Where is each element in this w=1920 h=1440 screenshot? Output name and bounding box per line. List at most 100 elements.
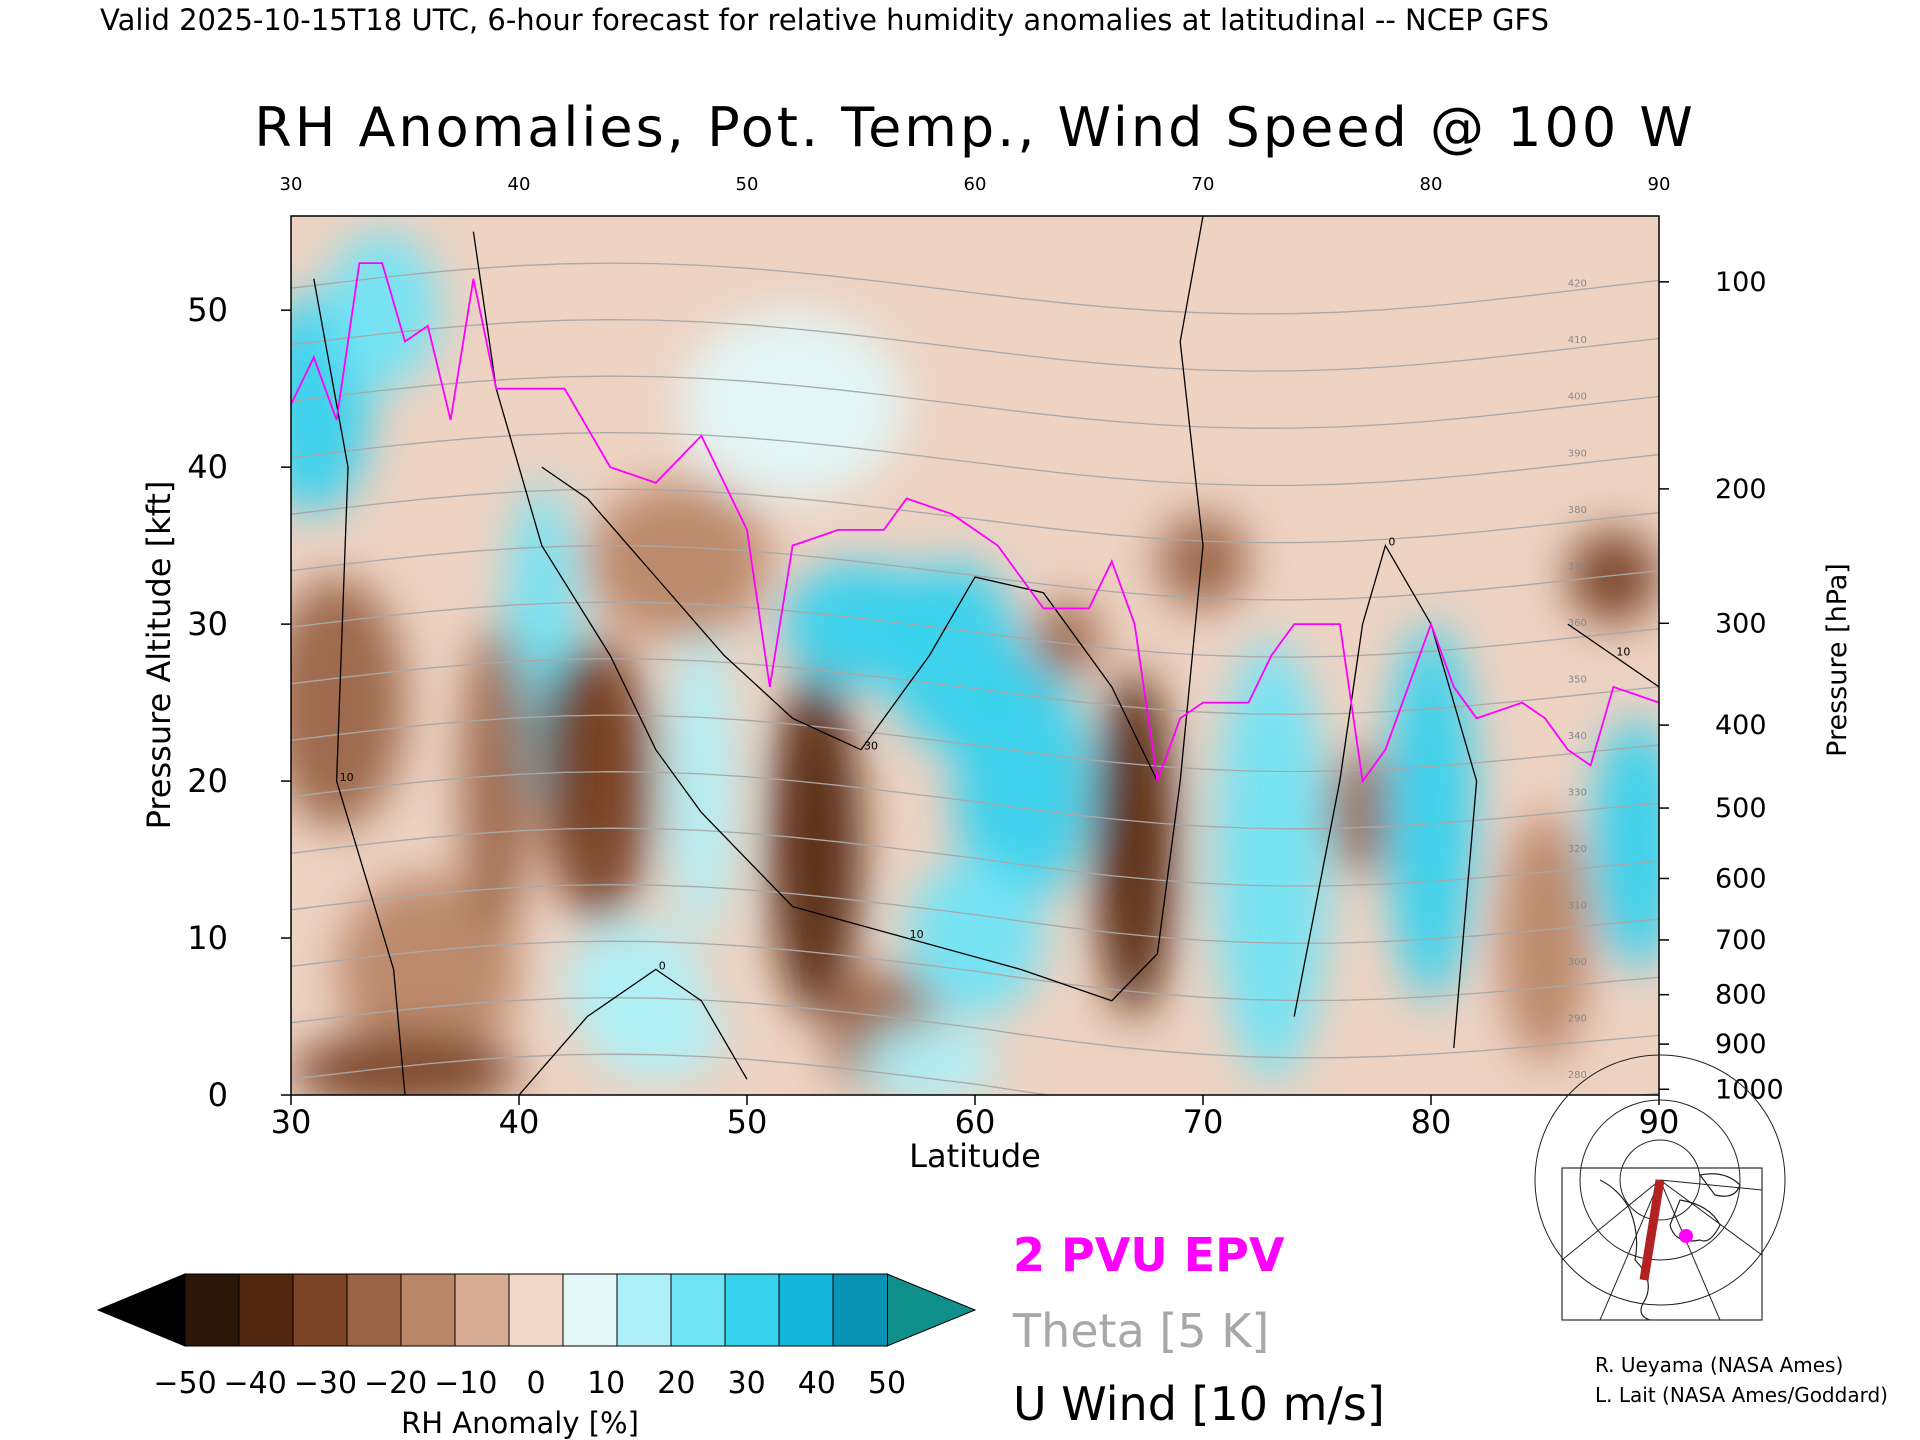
theta-contours: 2802903003103203303403503603703803904004… xyxy=(291,262,1659,1095)
rh-anomaly-patch xyxy=(1093,671,1176,1017)
legend: 2 PVU EPV Theta [5 K] U Wind [10 m/s] xyxy=(1012,1228,1385,1431)
rh-anomaly-patch xyxy=(678,310,907,499)
colorbar-swatch xyxy=(454,1273,510,1347)
x-tick-label-top: 40 xyxy=(508,174,531,195)
theta-contour-line xyxy=(291,601,1659,658)
map-coastlines xyxy=(1599,1173,1741,1321)
x-tick-label: 70 xyxy=(1183,1103,1224,1141)
colorbar-high-arrow xyxy=(886,1273,977,1347)
x-tick-label: 30 xyxy=(271,1103,312,1141)
colorbar-swatch xyxy=(670,1273,726,1347)
colorbar: −50 −40 −30 −20 −10 0 10 20 30 40 50 xyxy=(96,1273,977,1401)
colorbar-tick-label: 20 xyxy=(657,1366,695,1401)
u-wind-contour-line xyxy=(1567,623,1659,688)
rh-anomaly-patch xyxy=(291,577,405,829)
rh-anomaly-field xyxy=(291,231,1659,1095)
colorbar-tick-label: −30 xyxy=(294,1366,357,1401)
y-tick-label: 10 xyxy=(187,919,228,957)
u-wind-contour-label: 30 xyxy=(864,740,878,753)
colorbar-tick-label: 50 xyxy=(868,1366,906,1401)
pressure-tick-label: 500 xyxy=(1715,793,1767,824)
theta-contour-label: 330 xyxy=(1568,787,1587,798)
theta-contour-label: 410 xyxy=(1568,335,1587,346)
theta-contour-label: 360 xyxy=(1568,618,1587,629)
pressure-tick-label: 900 xyxy=(1715,1029,1767,1060)
x-tick-label: 50 xyxy=(727,1103,768,1141)
colorbar-tick-label: 30 xyxy=(728,1366,766,1401)
valid-time-header: Valid 2025-10-15T18 UTC, 6-hour forecast… xyxy=(100,3,1549,37)
colorbar-swatch xyxy=(778,1273,834,1347)
y-axis-label-left: Pressure Altitude [kft] xyxy=(140,481,178,830)
colorbar-title: RH Anomaly [%] xyxy=(401,1406,639,1440)
rh-anomaly-patch xyxy=(669,624,734,939)
rh-anomaly-patch xyxy=(541,639,656,923)
x-tick-label: 40 xyxy=(499,1103,540,1141)
rh-anomaly-patch xyxy=(1214,639,1329,1080)
rh-anomaly-patch xyxy=(587,985,725,1080)
x-tick-label-top: 60 xyxy=(964,174,987,195)
theta-contour-label: 290 xyxy=(1568,1013,1587,1024)
theta-contour-label: 400 xyxy=(1568,392,1587,403)
colorbar-tick-label: −50 xyxy=(153,1366,216,1401)
theta-contour-label: 280 xyxy=(1568,1070,1587,1081)
rh-anomaly-patch xyxy=(462,624,531,939)
theta-contour-line xyxy=(291,1053,1659,1095)
theta-contour-line xyxy=(291,771,1659,830)
theta-contour-label: 350 xyxy=(1568,674,1587,685)
rh-anomaly-patch xyxy=(1567,529,1659,625)
theta-contour-line xyxy=(291,657,1659,715)
rh-anomaly-patch xyxy=(587,482,770,640)
plot-area: 2802903003103203303403503603703803904004… xyxy=(290,215,1660,1096)
rh-anomaly-patch xyxy=(1157,514,1249,609)
x-tick-label: 60 xyxy=(955,1103,996,1141)
map-latitude-circle xyxy=(1534,1054,1786,1306)
theta-contour-label: 300 xyxy=(1568,957,1587,968)
credit-line-2: L. Lait (NASA Ames/Goddard) xyxy=(1595,1383,1888,1407)
rh-anomaly-patch xyxy=(861,1024,998,1095)
pressure-tick-label: 800 xyxy=(1715,980,1767,1011)
y-axis-label-right: Pressure [hPa] xyxy=(1822,563,1853,757)
y-tick-label: 30 xyxy=(187,605,228,643)
map-latitude-circle xyxy=(1579,1099,1741,1261)
theta-contour-line xyxy=(291,997,1659,1059)
theta-contour-label: 320 xyxy=(1568,844,1587,855)
colorbar-tick-label: 0 xyxy=(526,1366,545,1401)
u-wind-contour-label: 10 xyxy=(340,771,354,784)
u-wind-contour-line xyxy=(518,968,748,1095)
rh-anomaly-patch xyxy=(1032,600,1101,680)
rh-anomaly-patch xyxy=(769,671,862,1017)
colorbar-swatch xyxy=(346,1273,402,1347)
theta-contour-line xyxy=(291,488,1659,544)
colorbar-swatch xyxy=(562,1273,618,1347)
legend-epv: 2 PVU EPV xyxy=(1013,1228,1285,1282)
pressure-tick-label: 100 xyxy=(1715,267,1767,298)
colorbar-swatch xyxy=(832,1273,888,1347)
theta-contour-line xyxy=(291,431,1659,487)
rh-anomaly-patch xyxy=(1590,718,1659,970)
rh-anomaly-patch xyxy=(1499,812,1591,1064)
theta-contour-line xyxy=(291,884,1659,944)
x-axis-label: Latitude xyxy=(909,1137,1041,1175)
theta-contour-line xyxy=(291,544,1659,601)
colorbar-swatch xyxy=(238,1273,294,1347)
theta-contour-label: 340 xyxy=(1568,731,1587,742)
colorbar-tick-label: −40 xyxy=(224,1366,287,1401)
pressure-tick-label: 300 xyxy=(1715,608,1767,639)
colorbar-swatch xyxy=(724,1273,780,1347)
theta-contour-line xyxy=(291,318,1659,372)
pressure-tick-label: 700 xyxy=(1715,925,1767,956)
y-tick-label: 0 xyxy=(208,1076,228,1114)
u-wind-contour-line xyxy=(313,278,406,1095)
epv-2pvu-line xyxy=(291,262,1659,784)
rh-anomaly-patch xyxy=(291,1032,519,1095)
colorbar-swatch xyxy=(292,1273,348,1347)
theta-contour-label: 390 xyxy=(1568,448,1587,459)
u-wind-contour-line xyxy=(472,216,1204,1002)
credit-line-1: R. Ueyama (NASA Ames) xyxy=(1595,1353,1843,1377)
colorbar-swatch xyxy=(184,1273,240,1347)
pressure-tick-label: 1000 xyxy=(1715,1074,1784,1105)
u-wind-contour-label: 10 xyxy=(1616,646,1630,659)
x-tick-label-top: 90 xyxy=(1648,174,1671,195)
theta-contour-label: 370 xyxy=(1568,561,1587,572)
